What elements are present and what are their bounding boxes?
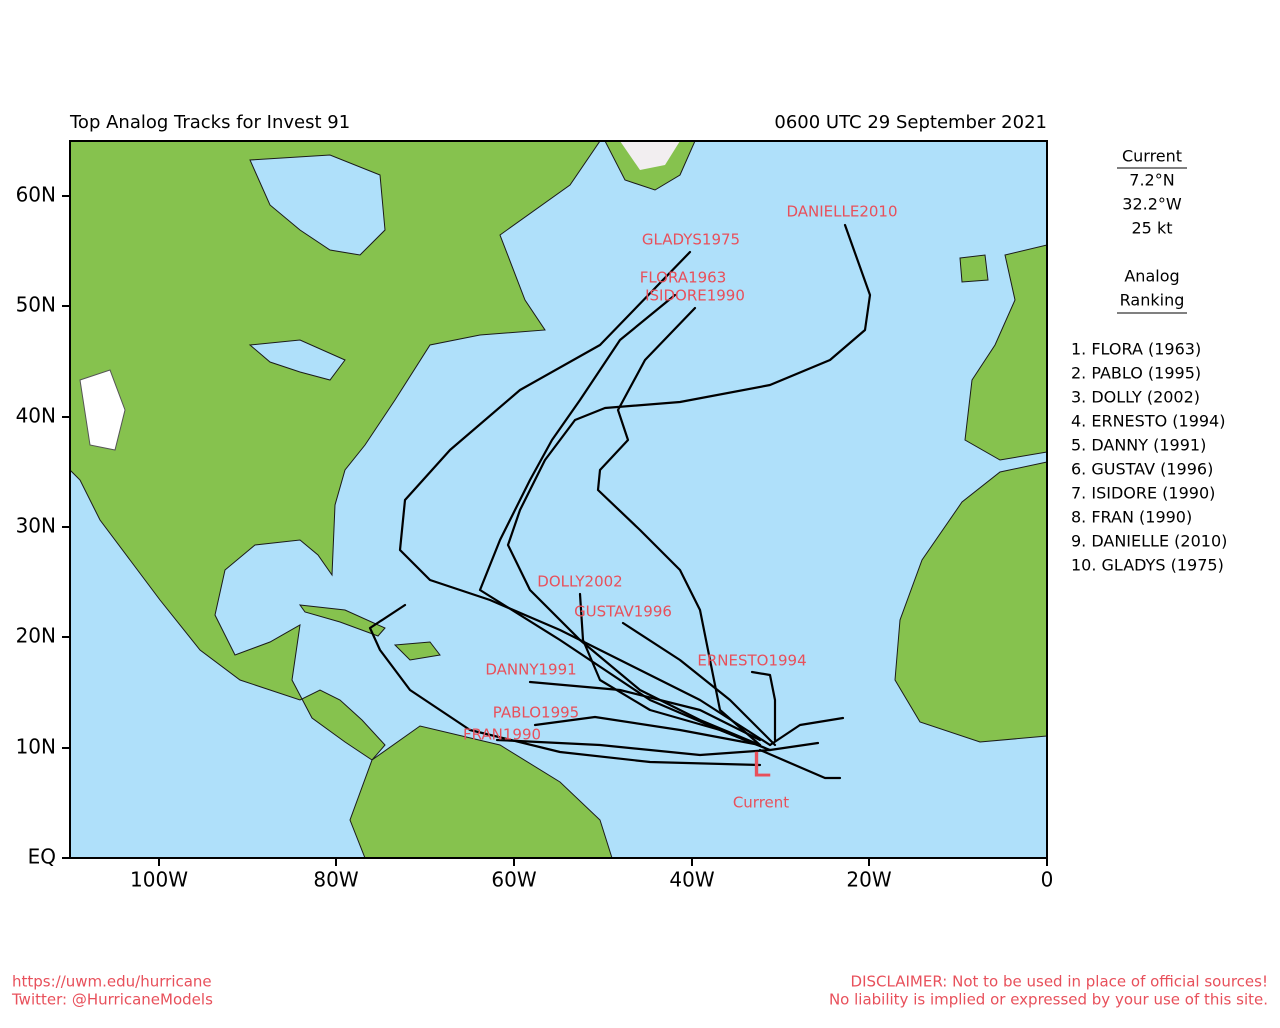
footer-liability: No liability is implied or expressed by … (829, 991, 1268, 1009)
track (368, 603, 762, 767)
track-label: GUSTAV1996 (574, 603, 672, 621)
track-label: DANNY1991 (485, 661, 576, 679)
track (478, 293, 767, 750)
track-label: PABLO1995 (493, 704, 579, 722)
track (528, 680, 762, 742)
ranking-item: 6. GUSTAV (1996) (1071, 460, 1213, 479)
hudson-bay (249, 154, 386, 256)
y-tick-label: 20N (16, 624, 56, 648)
hispaniola (393, 641, 441, 661)
x-tick-label: 20W (846, 868, 891, 892)
track (758, 748, 842, 780)
ranking-item: 7. ISIDORE (1990) (1071, 484, 1215, 503)
sidebar: Current 7.2°N 32.2°W 25 kt Analog Ranking 1. F… (1071, 147, 1227, 575)
track-label: DANIELLE2010 (786, 203, 897, 221)
footer-disclaimer: DISCLAIMER: Not to be used in place of o… (851, 973, 1268, 991)
map-area: DANIELLE2010 GLADYS1975 FLORA1963 ISIDOR… (70, 141, 1047, 858)
ranking-item: 1. FLORA (1963) (1071, 340, 1201, 359)
track (768, 716, 845, 747)
ranking-heading: Analog (1124, 267, 1179, 286)
ranking-item: 2. PABLO (1995) (1071, 364, 1201, 383)
track (398, 250, 772, 747)
track-label: FLORA1963 (640, 269, 727, 287)
ireland (959, 254, 989, 283)
current-info: 25 kt (1132, 219, 1173, 238)
track (578, 592, 772, 752)
map-frame (69, 140, 1048, 859)
ranking-heading: Ranking (1120, 291, 1185, 310)
ranking-item: 10. GLADYS (1975) (1071, 556, 1224, 575)
valid-time: 0600 UTC 29 September 2021 (774, 112, 1047, 133)
y-tick-label: 50N (16, 293, 56, 317)
ranking-item: 8. FRAN (1990) (1071, 508, 1192, 527)
track (506, 223, 872, 747)
y-tick-label: 30N (16, 514, 56, 538)
track-label: FRAN1990 (463, 726, 541, 744)
great-lakes (248, 339, 346, 381)
cuba (298, 604, 386, 637)
x-tick-label: 40W (669, 868, 714, 892)
tracks (368, 223, 872, 780)
current-info: 7.2°N (1129, 171, 1174, 190)
storm-symbol: L (752, 746, 771, 786)
x-tick-label: 60W (491, 868, 536, 892)
iberia-europe (964, 244, 1047, 461)
track-label: ISIDORE1990 (645, 287, 745, 305)
south-america (349, 725, 613, 858)
current-heading: Current (1122, 147, 1182, 166)
footer-twitter: Twitter: @HurricaneModels (11, 991, 213, 1009)
y-tick-label: EQ (28, 845, 56, 869)
x-tick-label: 0 (1041, 868, 1054, 892)
y-tick-label: 40N (16, 404, 56, 428)
footer-url: https://uwm.edu/hurricane (12, 973, 212, 991)
ranking-item: 9. DANIELLE (2010) (1071, 532, 1227, 551)
y-tick-label: 60N (16, 183, 56, 207)
track (596, 306, 762, 747)
ranking-item: 3. DOLLY (2002) (1071, 388, 1200, 407)
axes: 60N 50N 40N 30N 20N 10N EQ 100W 80W 60W 40W 20W 0 (16, 183, 1054, 892)
greenland-ice (620, 141, 680, 170)
ranking-item: 5. DANNY (1991) (1071, 436, 1206, 455)
x-tick-label: 80W (313, 868, 358, 892)
ranking-item: 4. ERNESTO (1994) (1071, 412, 1225, 431)
track (495, 738, 772, 757)
storm-caption: Current (733, 794, 789, 812)
track-label: DOLLY2002 (537, 573, 622, 591)
track (621, 621, 777, 747)
track (750, 670, 777, 742)
africa (894, 461, 1047, 743)
title: Top Analog Tracks for Invest 91 (69, 112, 350, 133)
track (768, 741, 820, 752)
y-tick-label: 10N (16, 735, 56, 759)
x-tick-label: 100W (130, 868, 188, 892)
north-america (70, 141, 601, 761)
track (533, 715, 762, 747)
track-label: ERNESTO1994 (697, 652, 806, 670)
current-info: 32.2°W (1122, 195, 1182, 214)
track-label: GLADYS1975 (642, 231, 740, 249)
rockies (79, 369, 126, 451)
